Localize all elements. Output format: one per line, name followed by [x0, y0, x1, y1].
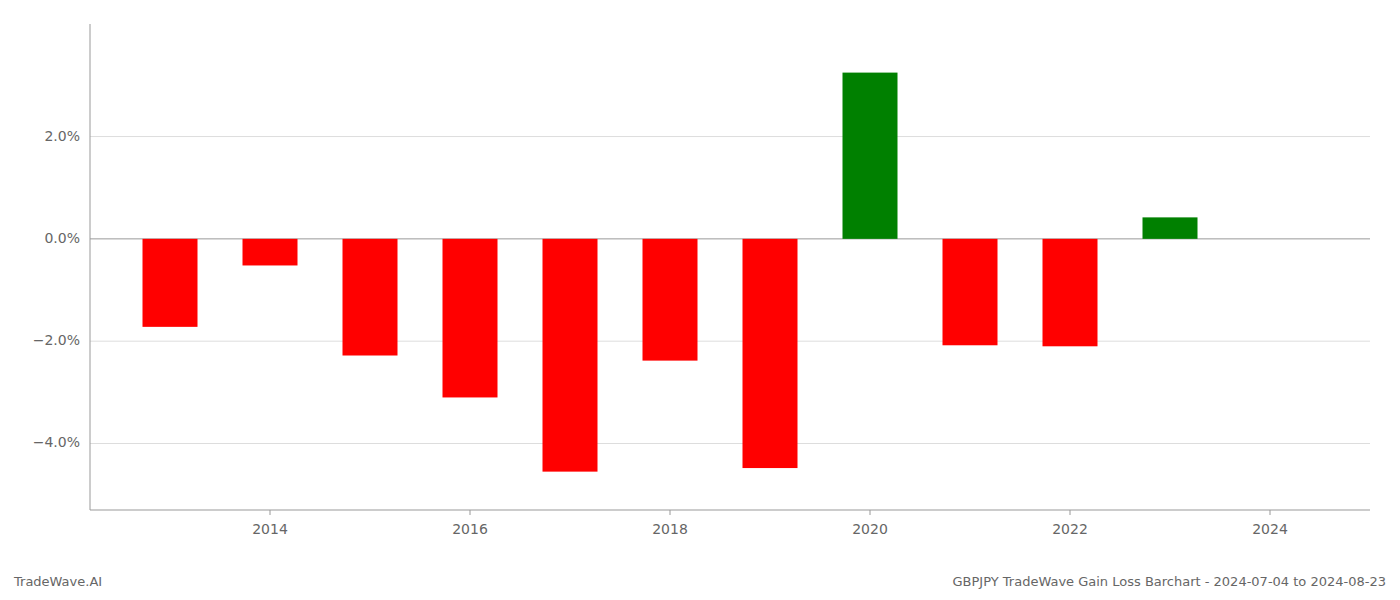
title: GBPJPY TradeWave Gain Loss Barchart - 20… [953, 574, 1386, 589]
bar [643, 239, 698, 361]
grid-line [90, 443, 1370, 444]
y-axis-line [90, 24, 91, 510]
x-tick [870, 510, 871, 515]
x-tick [470, 510, 471, 515]
chart: −4.0% −2.0% 0.0% 2.0% 2014 2016 2018 2020 2022 20… [0, 0, 1400, 600]
footer: TradeWave.AI [13, 574, 102, 589]
bar [443, 239, 498, 398]
x-tick-label: 2020 [852, 521, 888, 537]
x-axis-line [90, 510, 1370, 511]
bar [543, 239, 598, 472]
x-tick [1070, 510, 1071, 515]
bar [943, 239, 998, 345]
y-tick-label: −2.0% [33, 332, 80, 348]
x-tick [670, 510, 671, 515]
x-tick-label: 2016 [452, 521, 488, 537]
grid [90, 137, 1370, 444]
x-tick [1270, 510, 1271, 515]
bar [743, 239, 798, 468]
bar [243, 239, 298, 266]
bars [143, 73, 1198, 472]
y-tick-label: 2.0% [44, 128, 80, 144]
grid-line [90, 136, 1370, 137]
bar [143, 239, 198, 327]
bar [1043, 239, 1098, 346]
bar [343, 239, 398, 356]
bar [1143, 217, 1198, 238]
x-tick-label: 2014 [252, 521, 288, 537]
y-tick-label: 0.0% [44, 230, 80, 246]
x-tick-label: 2022 [1052, 521, 1088, 537]
grid-line [90, 341, 1370, 342]
x-tick-label: 2024 [1252, 521, 1288, 537]
x-tick-label: 2018 [652, 521, 688, 537]
x-tick [270, 510, 271, 515]
bar [843, 73, 898, 239]
y-tick-label: −4.0% [33, 434, 80, 450]
